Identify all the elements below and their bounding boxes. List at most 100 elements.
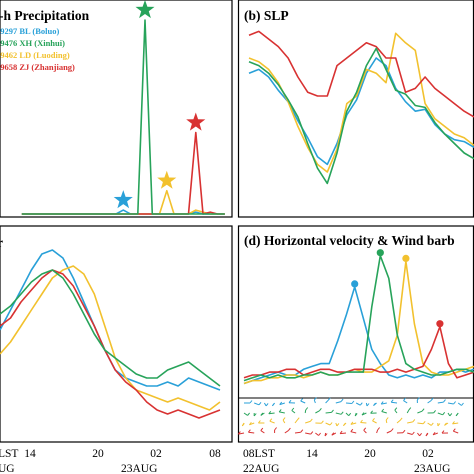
wind-barb-flag <box>279 401 283 405</box>
wind-barb-flag <box>443 399 446 403</box>
wind-barb-flag <box>412 419 416 423</box>
wind-barb-flag <box>441 430 445 434</box>
wind-barb-flag <box>249 421 252 426</box>
wind-barb-flag <box>331 409 334 413</box>
series-line-xh <box>21 19 225 215</box>
wind-barb-flag <box>455 412 459 417</box>
wind-barb <box>452 422 459 425</box>
panel-d-xtick-02: 02 <box>422 448 434 460</box>
wind-barb-flag <box>318 432 321 436</box>
series-line-xh <box>248 47 474 185</box>
wind-barb-flag <box>452 428 456 432</box>
wind-barb <box>350 422 357 425</box>
wind-barb <box>254 402 260 406</box>
panel-d-date-22aug: 22AUG <box>243 463 279 474</box>
wind-barb-flag <box>380 401 384 405</box>
wind-barb-flag <box>390 399 394 403</box>
panel-d-title: (d) Horizontal velocity & Wind barb <box>244 233 455 248</box>
wind-barb-flag <box>340 411 344 415</box>
wind-barb-flag <box>363 427 367 431</box>
wind-barb-flag <box>300 429 304 433</box>
wind-barb-flag <box>351 400 355 404</box>
wind-barb <box>417 410 423 414</box>
wind-barb-flag <box>421 408 425 412</box>
wind-barb-flag <box>300 398 304 402</box>
wind-barb <box>403 400 408 404</box>
wind-barb <box>457 402 462 406</box>
wind-barb-flag <box>394 407 398 411</box>
wind-barb-flag <box>336 423 340 427</box>
wind-barb-flag <box>247 412 250 416</box>
wind-barb-flag <box>411 431 415 435</box>
wind-barb <box>300 400 306 404</box>
wind-barb <box>305 432 311 435</box>
wind-barb <box>360 422 367 424</box>
wind-barb-flag <box>274 427 277 431</box>
wind-barb-flag <box>265 403 269 407</box>
wind-barb-flag <box>339 430 343 434</box>
series-line-ld <box>248 32 474 173</box>
wind-barb-flag <box>430 422 434 426</box>
panel-c-xtick-20: 20 <box>92 448 104 460</box>
wind-barb-flag <box>313 397 317 401</box>
wind-barb-flag <box>366 403 370 407</box>
wind-barb-flag <box>253 413 257 417</box>
wind-barb-flag <box>419 432 422 437</box>
wind-barb <box>248 431 255 434</box>
wind-barb <box>325 399 329 404</box>
panel-a-frame <box>0 0 233 218</box>
wind-barb <box>407 421 413 424</box>
wind-barb-flag <box>444 422 447 426</box>
wind-barb <box>340 432 347 435</box>
series-line-bl <box>248 57 474 166</box>
wind-barb <box>260 430 265 434</box>
wind-barb <box>437 401 444 404</box>
wind-barb-flag <box>288 427 291 431</box>
wind-barb <box>381 402 387 405</box>
peak-star-ld <box>157 170 177 189</box>
series-line-xh <box>243 254 474 382</box>
wind-barb-flag <box>408 407 412 411</box>
wind-barb <box>427 400 432 404</box>
wind-barb-flag <box>425 433 429 437</box>
panel-c-xtick-partial: LST <box>0 448 18 460</box>
wind-barb <box>453 430 459 434</box>
wind-barb-flag <box>430 397 434 401</box>
wind-barb-flag <box>309 418 313 422</box>
panel-c-partial-title: r <box>0 235 3 250</box>
peak-dot-ld <box>402 254 410 262</box>
wind-barb <box>417 422 424 425</box>
panel-a-title: -h Precipitation <box>0 8 90 23</box>
wind-barb-flag <box>354 413 358 417</box>
series-line-zj <box>0 269 221 419</box>
series-line-bl <box>0 249 221 391</box>
wind-barb-flag <box>373 402 376 406</box>
wind-barb-flag <box>449 413 453 417</box>
wind-barb <box>345 412 350 417</box>
wind-barb-flag <box>340 398 344 402</box>
wind-barb <box>313 399 316 404</box>
legend-entry-zj: 59658 ZJ (Zhanjiang) <box>0 62 75 72</box>
wind-barb-flag <box>241 423 245 427</box>
wind-barb <box>335 401 342 404</box>
wind-barb <box>304 409 307 414</box>
wind-barb <box>268 412 275 415</box>
panel-d-xtick-14: 14 <box>306 448 318 460</box>
series-line-xh <box>0 269 221 387</box>
wind-barb-flag <box>321 420 324 424</box>
wind-barb <box>345 402 352 404</box>
wind-barb <box>315 432 319 436</box>
wind-barb <box>363 429 367 434</box>
series-line-ld <box>0 265 221 411</box>
wind-barb-flag <box>288 399 292 404</box>
wind-barb-flag <box>403 397 406 401</box>
peak-star-bl <box>113 190 133 209</box>
wind-barb-flag <box>324 433 328 437</box>
panel-d-xtick-08lst: 08LST <box>243 448 275 460</box>
panel-c-plot <box>0 249 221 419</box>
wind-barb <box>294 431 301 434</box>
wind-barb <box>396 420 401 424</box>
wind-barb <box>386 430 392 434</box>
wind-barb <box>394 409 398 414</box>
wind-barb <box>447 402 454 405</box>
